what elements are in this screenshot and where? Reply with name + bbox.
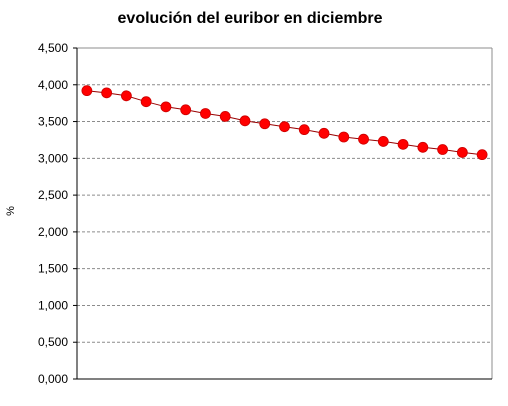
data-point xyxy=(338,131,350,143)
y-tick-label: 0,500 xyxy=(38,335,68,349)
y-tick-label: 0,000 xyxy=(38,372,68,386)
data-point xyxy=(259,118,271,130)
data-point xyxy=(81,85,93,97)
data-point xyxy=(298,124,310,136)
data-point xyxy=(140,96,152,108)
chart-title: evolución del euribor en diciembre xyxy=(117,10,383,27)
data-point xyxy=(437,144,448,155)
y-tick-label: 3,500 xyxy=(38,115,68,129)
data-point xyxy=(476,149,488,161)
data-point xyxy=(318,127,330,139)
y-tick-label: 4,000 xyxy=(38,78,68,92)
data-point xyxy=(160,101,172,113)
y-tick-label: 1,500 xyxy=(38,262,68,276)
data-point xyxy=(456,147,468,158)
y-tick-label: 3,000 xyxy=(38,151,68,165)
y-tick-label: 4,500 xyxy=(38,41,68,55)
gridlines xyxy=(77,47,492,343)
data-point xyxy=(101,87,113,99)
y-tick-label: 2,000 xyxy=(38,225,68,239)
y-ticks: 0,000 0,500 1,000 1,500 2,000 2,500 3,000 3,500… xyxy=(38,41,77,386)
series xyxy=(81,85,488,161)
data-point xyxy=(121,90,132,102)
data-point xyxy=(397,138,409,150)
data-point xyxy=(239,115,251,127)
data-point xyxy=(219,111,231,122)
data-point xyxy=(180,104,192,116)
y-tick-label: 1,000 xyxy=(38,298,68,312)
data-point xyxy=(279,121,290,133)
data-point xyxy=(358,133,369,145)
axes xyxy=(76,47,493,380)
y-tick-label: 2,500 xyxy=(38,188,68,202)
data-point xyxy=(377,136,389,147)
data-point xyxy=(417,141,429,153)
data-point xyxy=(200,108,211,119)
